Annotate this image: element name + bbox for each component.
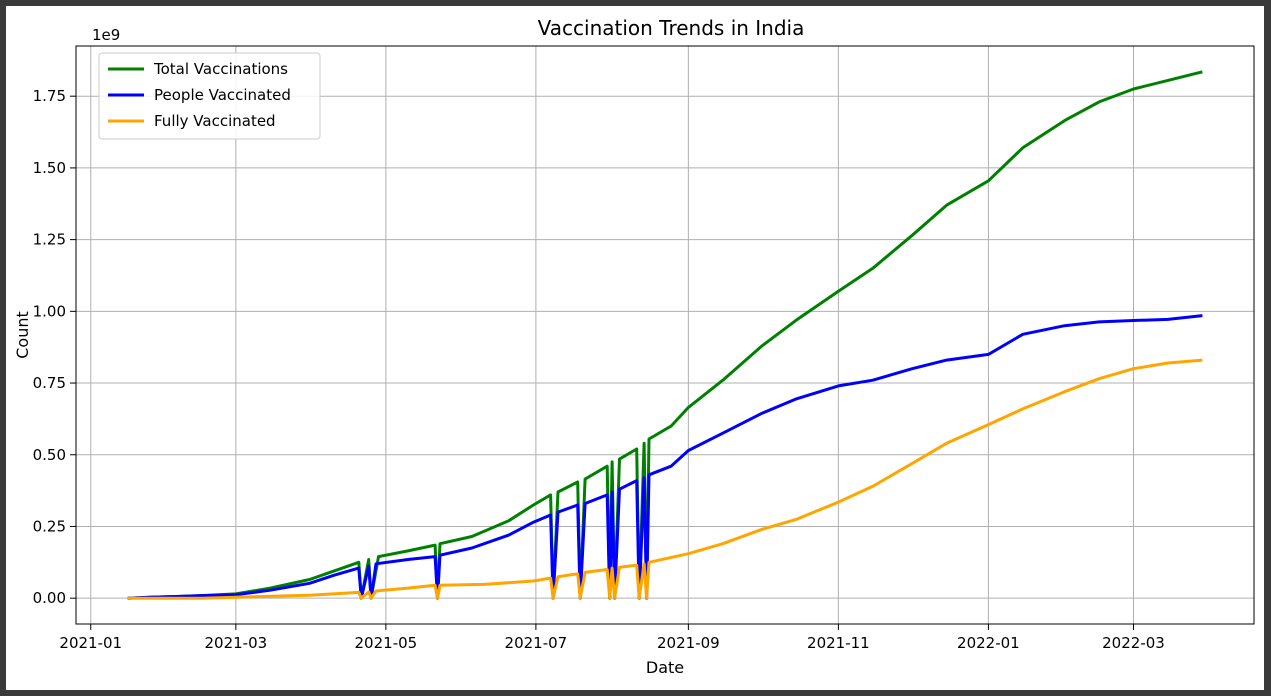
y-tick-label: 1.75 <box>33 87 66 105</box>
x-axis-label: Date <box>646 658 684 677</box>
y-tick-label: 0.25 <box>33 517 66 535</box>
y-axis-ticks: 0.00 0.25 0.50 0.75 1.00 1.25 1.50 1.75 <box>33 87 76 607</box>
x-tick-label: 2022-03 <box>1102 634 1165 652</box>
x-tick-label: 2021-01 <box>59 634 122 652</box>
y-tick-label: 1.25 <box>33 231 66 249</box>
x-tick-label: 2021-07 <box>505 634 568 652</box>
axes-frame <box>75 45 1255 625</box>
x-tick-label: 2021-11 <box>807 634 870 652</box>
x-tick-label: 2021-05 <box>355 634 418 652</box>
y-axis-offset-label: 1e9 <box>92 26 120 44</box>
legend-label: People Vaccinated <box>154 86 291 104</box>
line-chart: Vaccination Trends in India 1e9 2021-01 2… <box>13 16 1255 677</box>
series-line-total-vaccinations <box>127 70 1203 600</box>
legend: Total Vaccinations People Vaccinated Fully… <box>98 52 321 140</box>
x-tick-label: 2021-03 <box>205 634 268 652</box>
x-axis-ticks: 2021-01 2021-03 2021-05 2021-07 2021-09 2021-… <box>59 624 1165 652</box>
chart-title: Vaccination Trends in India <box>538 16 805 40</box>
y-tick-label: 1.50 <box>33 159 66 177</box>
y-tick-label: 0.00 <box>33 589 66 607</box>
y-tick-label: 0.50 <box>33 446 66 464</box>
grid-lines <box>76 46 1254 624</box>
chart-figure: Vaccination Trends in India 1e9 2021-01 2… <box>6 6 1264 690</box>
y-axis-label: Count <box>13 311 32 359</box>
x-tick-label: 2021-09 <box>657 634 720 652</box>
series-line-people-vaccinated <box>127 314 1203 600</box>
series-lines <box>127 70 1203 600</box>
y-tick-label: 1.00 <box>33 302 66 320</box>
x-tick-label: 2022-01 <box>957 634 1020 652</box>
y-tick-label: 0.75 <box>33 374 66 392</box>
legend-label: Total Vaccinations <box>153 60 288 78</box>
legend-label: Fully Vaccinated <box>154 112 276 130</box>
series-line-fully-vaccinated <box>127 358 1203 600</box>
legend-box <box>98 52 321 140</box>
